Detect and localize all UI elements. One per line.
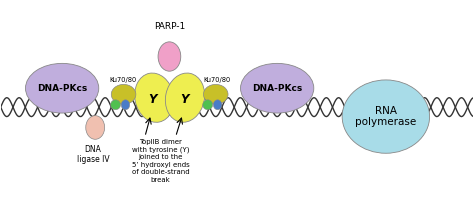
Text: DNA-PKcs: DNA-PKcs [252, 84, 302, 93]
Ellipse shape [203, 85, 228, 104]
Ellipse shape [158, 42, 181, 71]
Text: Y: Y [149, 93, 157, 106]
Ellipse shape [86, 116, 105, 139]
Text: Ku70/80: Ku70/80 [203, 77, 231, 83]
Text: RNA
polymerase: RNA polymerase [355, 106, 417, 127]
Text: TopIIB dimer
with tyrosine (Y)
joined to the
5’ hydroxyl ends
of double-strand
b: TopIIB dimer with tyrosine (Y) joined to… [132, 139, 189, 183]
Text: PARP-1: PARP-1 [154, 22, 185, 31]
Ellipse shape [26, 63, 99, 113]
Ellipse shape [121, 100, 130, 110]
Ellipse shape [213, 100, 222, 110]
Text: Y: Y [181, 93, 189, 106]
Ellipse shape [135, 73, 174, 122]
Ellipse shape [165, 73, 205, 122]
Ellipse shape [110, 100, 120, 110]
Ellipse shape [203, 100, 213, 110]
Text: DNA
ligase IV: DNA ligase IV [76, 145, 109, 164]
Text: Ku70/80: Ku70/80 [109, 77, 136, 83]
Ellipse shape [342, 80, 429, 153]
Ellipse shape [111, 85, 136, 104]
Text: DNA-PKcs: DNA-PKcs [37, 84, 87, 93]
Ellipse shape [240, 63, 314, 113]
